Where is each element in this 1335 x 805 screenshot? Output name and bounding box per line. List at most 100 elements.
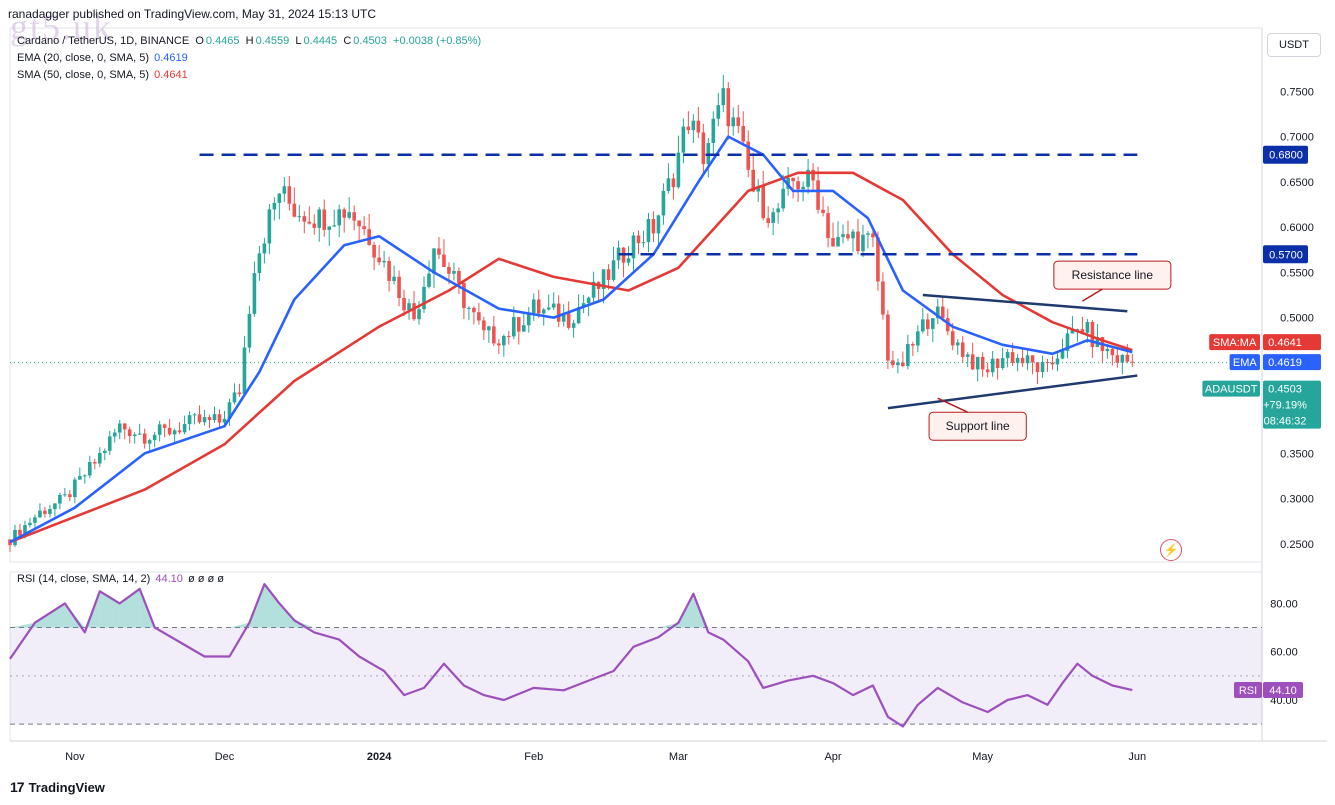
rsi-overbought-fill (10, 622, 35, 628)
rsi-legend[interactable]: RSI (14, close, SMA, 14, 2) 44.10 ø ø ø … (17, 573, 224, 585)
candle-body (43, 510, 47, 514)
rsi-legend-extras: ø ø ø ø (187, 573, 224, 585)
candle-body (157, 424, 162, 435)
candle-body (187, 415, 192, 425)
candle-body (242, 347, 247, 395)
candle-body (167, 427, 172, 435)
time-tick-label: May (972, 751, 993, 763)
candle-body (487, 326, 491, 331)
rsi-line (9, 583, 1133, 728)
candle-body (746, 141, 751, 170)
candle-body (701, 132, 706, 165)
candle-body (247, 313, 252, 348)
candle-body (472, 307, 476, 313)
candle-body (92, 462, 97, 464)
candle-body (916, 331, 920, 346)
footer-brand[interactable]: 17 TradingView (10, 779, 105, 795)
candle-body (611, 260, 616, 280)
candle-body (921, 319, 925, 332)
candle-body (731, 117, 736, 127)
candle-body (357, 220, 361, 227)
footer-brand-label: TradingView (28, 779, 105, 795)
candle-body (566, 313, 571, 328)
time-tick-label: Dec (215, 751, 235, 763)
candle-body (28, 522, 32, 526)
candle-body (906, 343, 910, 367)
price-tick-label: 0.3000 (1280, 494, 1314, 506)
tradingview-logo-icon: 17 (10, 779, 25, 795)
candle-body (53, 503, 57, 510)
candle-body (337, 209, 342, 226)
candle-body (686, 126, 691, 131)
candle-body (102, 450, 107, 453)
price-tag-name: EMA (1233, 357, 1258, 369)
candle-body (492, 326, 496, 344)
candle-body (252, 273, 257, 314)
candle-body (202, 417, 207, 423)
candle-body (407, 303, 411, 311)
candle-body (606, 269, 611, 280)
candle-body (661, 191, 666, 216)
candle-body (1025, 355, 1030, 364)
candle-body (995, 358, 1000, 369)
rsi-overbought-fill (99, 591, 120, 628)
ohlc-change: +0.0038 (+0.85%) (393, 35, 482, 47)
rsi-legend-value: 44.10 (155, 573, 183, 585)
candle-body (1050, 362, 1055, 365)
symbol-name: Cardano / TetherUS, 1D, BINANCE (17, 35, 190, 47)
candle-body (462, 282, 466, 308)
candle-body (626, 258, 631, 263)
annotation-callout: Support line (928, 411, 1027, 441)
candle-body (1070, 329, 1075, 334)
candle-body (876, 237, 880, 282)
candle-body (576, 307, 581, 324)
annotation-label: Resistance line (1072, 268, 1154, 282)
candle-body (516, 317, 521, 332)
ohlc-high: 0.4559 (255, 35, 290, 47)
candle-body (447, 266, 451, 274)
candle-body (561, 313, 566, 322)
candle-body (38, 510, 42, 518)
candle-body (796, 181, 800, 190)
candle-body (1085, 321, 1090, 333)
sma-legend[interactable]: SMA (50, close, 0, SMA, 5) 0.4641 (17, 69, 188, 81)
price-tag-name-chip (1202, 380, 1260, 397)
currency-button[interactable]: USDT (1267, 33, 1321, 57)
annotation-box (1053, 260, 1172, 290)
symbol-legend: Cardano / TetherUS, 1D, BINANCE O 0.4465 … (17, 35, 481, 47)
price-tick-label: 0.5500 (1280, 267, 1314, 279)
candle-body (671, 178, 676, 188)
candle-body (1080, 329, 1085, 333)
price-tag-name-chip (1229, 354, 1260, 371)
candle-body (297, 216, 302, 218)
candle-body (292, 203, 297, 217)
annotation-pointer (937, 397, 968, 413)
candle-body (73, 479, 77, 498)
candle-body (586, 297, 591, 304)
candle-body (467, 307, 471, 309)
candle-body (1110, 348, 1115, 356)
candle-body (302, 216, 307, 222)
candle-body (955, 342, 960, 346)
candle-body (1040, 361, 1045, 373)
price-tick-label: 0.6500 (1280, 177, 1314, 189)
time-tick-label: Apr (824, 751, 841, 763)
candle-body (901, 362, 905, 367)
rsi-overbought-fill (279, 603, 295, 628)
price-tag-extra: +79.19% (1263, 400, 1307, 412)
candle-body (327, 226, 332, 230)
candle-body (432, 248, 436, 274)
time-tick-label: Feb (524, 751, 543, 763)
ema-legend[interactable]: EMA (20, close, 0, SMA, 5) 0.4619 (17, 52, 188, 64)
candle-body (442, 254, 446, 267)
flash-icon[interactable]: ⚡ (1160, 539, 1182, 561)
candle-body (122, 423, 127, 430)
candle-body (222, 418, 227, 423)
candle-body (417, 309, 421, 320)
ohlc-low-label: L (295, 35, 302, 47)
candle-body (826, 213, 830, 239)
candle-body (257, 253, 262, 274)
ohlc-close-label: C (343, 35, 352, 47)
candle-body (581, 303, 586, 308)
candle-body (811, 169, 815, 181)
